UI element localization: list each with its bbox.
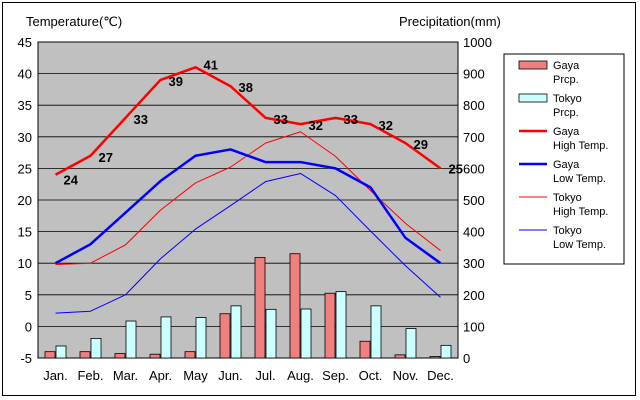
bar-gaya-prcp: [429, 356, 441, 359]
data-label: 41: [204, 57, 218, 72]
legend-swatch: [518, 93, 548, 103]
right-tick-label: 600: [463, 161, 485, 176]
right-tick-label: 1000: [463, 35, 492, 50]
data-label: 29: [414, 137, 428, 152]
precipitation-bars: [44, 253, 452, 359]
right-tick-label: 200: [463, 288, 485, 303]
left-tick-label: 10: [18, 256, 32, 271]
bar-gaya-prcp: [254, 257, 266, 359]
bar-tokyo-prcp: [55, 345, 67, 359]
temperature-lines: [54, 66, 442, 314]
line-tokyo-low-temp: [55, 172, 441, 314]
data-label: 33: [274, 112, 288, 127]
right-tick-label: 700: [463, 130, 485, 145]
legend-label: Gaya: [553, 159, 580, 171]
right-tick-label: 500: [463, 193, 485, 208]
left-tick-label: 5: [25, 288, 32, 303]
bar-tokyo-prcp: [370, 305, 382, 359]
right-tick-label: 800: [463, 98, 485, 113]
left-tick-label: 20: [18, 193, 32, 208]
left-tick-label: 0: [25, 319, 32, 334]
data-labels: 24 27 33 39 41 38 33 32 33 32 29 25: [64, 57, 463, 187]
bar-gaya-prcp: [44, 351, 56, 359]
legend-label: Prcp.: [553, 74, 579, 86]
data-label: 25: [449, 161, 463, 176]
left-tick-label: -5: [20, 351, 32, 366]
legend-label: Tokyo: [553, 93, 582, 105]
x-tick-label: Feb.: [77, 368, 103, 383]
legend-label: Tokyo: [553, 225, 582, 237]
x-tick-label: Dec.: [427, 368, 454, 383]
data-label: 33: [134, 112, 148, 127]
x-tick-label: May: [183, 368, 208, 383]
bar-tokyo-prcp: [160, 316, 172, 359]
line-gaya-low-temp: [54, 148, 442, 265]
legend-label: High Temp.: [553, 140, 608, 152]
bar-gaya-prcp: [114, 353, 126, 359]
bar-gaya-prcp: [219, 313, 231, 359]
legend-label: Prcp.: [553, 107, 579, 119]
data-label: 32: [379, 118, 393, 133]
bar-tokyo-prcp: [230, 305, 242, 359]
legend-box: [503, 53, 625, 265]
bar-gaya-prcp: [289, 253, 301, 359]
legend-label: Low Temp.: [553, 239, 606, 251]
bar-gaya-prcp: [79, 351, 91, 359]
right-tick-label: 100: [463, 319, 485, 334]
legend-swatch: [518, 60, 548, 70]
bar-tokyo-prcp: [90, 338, 102, 359]
x-tick-label: Jan.: [43, 368, 68, 383]
x-tick-label: Apr.: [149, 368, 172, 383]
bar-tokyo-prcp: [335, 291, 347, 359]
bar-gaya-prcp: [324, 292, 336, 359]
legend-label: Gaya: [553, 60, 580, 72]
right-tick-label: 400: [463, 225, 485, 240]
legend-label: Gaya: [553, 126, 580, 138]
data-label: 38: [239, 80, 253, 95]
data-label: 39: [169, 74, 183, 89]
bar-tokyo-prcp: [440, 344, 452, 359]
x-tick-label: Sep.: [322, 368, 349, 383]
x-tick-label: Aug.: [287, 368, 314, 383]
data-label: 32: [309, 118, 323, 133]
x-tick-label: Oct.: [359, 368, 383, 383]
left-tick-label: 15: [18, 225, 32, 240]
bar-gaya-prcp: [394, 354, 406, 359]
left-axis-title: Temperature(℃): [26, 14, 122, 29]
left-tick-label: 35: [18, 98, 32, 113]
x-tick-label: Nov.: [393, 368, 419, 383]
x-tick-label: Jun.: [218, 368, 243, 383]
legend-label: Low Temp.: [553, 173, 606, 185]
bar-tokyo-prcp: [405, 328, 417, 359]
data-label: 33: [344, 112, 358, 127]
bar-gaya-prcp: [149, 353, 161, 359]
data-label: 24: [64, 173, 79, 188]
bar-tokyo-prcp: [125, 320, 137, 359]
bar-gaya-prcp: [184, 351, 196, 359]
x-tick-labels: Jan. Feb. Mar. Apr. May Jun. Jul. Aug. Sep. Oct. N…: [43, 368, 454, 383]
left-tick-labels: -5 0 5 10 15 20 25 30 35 40 45: [18, 35, 32, 366]
right-axis-title: Precipitation(mm): [399, 14, 501, 29]
left-tick-label: 30: [18, 130, 32, 145]
left-tick-label: 45: [18, 35, 32, 50]
x-tick-label: Mar.: [113, 368, 138, 383]
x-tick-label: Jul.: [255, 368, 275, 383]
right-tick-label: 0: [463, 351, 470, 366]
legend-label: High Temp.: [553, 206, 608, 218]
legend: Gaya Prcp. Tokyo Prcp. Gaya High Temp. Gaya Low…: [503, 53, 625, 265]
left-tick-label: 40: [18, 67, 32, 82]
data-label: 27: [99, 150, 113, 165]
bar-tokyo-prcp: [195, 317, 207, 359]
line-gaya-high-temp: [54, 66, 442, 176]
bar-tokyo-prcp: [265, 308, 277, 359]
right-tick-labels: 0 100 200 300 400 500 600 700 800 900 1000: [463, 35, 492, 366]
grid-lines: [38, 73, 458, 327]
legend-label: Tokyo: [553, 192, 582, 204]
right-tick-label: 300: [463, 256, 485, 271]
right-tick-label: 900: [463, 67, 485, 82]
bar-gaya-prcp: [359, 340, 371, 359]
left-tick-label: 25: [18, 161, 32, 176]
bar-tokyo-prcp: [300, 308, 312, 359]
